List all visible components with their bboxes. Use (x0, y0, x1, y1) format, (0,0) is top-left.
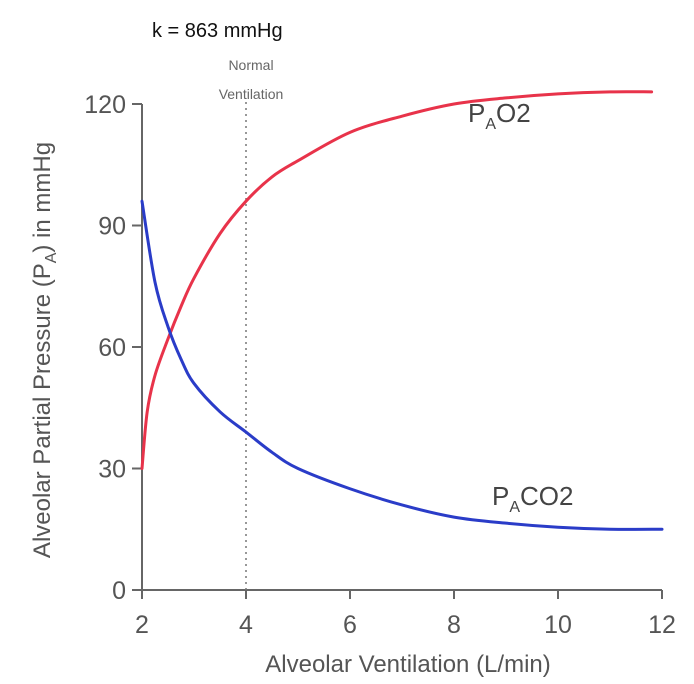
paco2-curve (140, 199, 664, 531)
y-axis-title: Alveolar Partial Pressure (PA) in mmHg (29, 142, 60, 558)
x-tick-label: 6 (343, 611, 357, 639)
paco2-label-end: CO2 (520, 481, 573, 511)
y-tick-label: 60 (98, 334, 126, 362)
x-tick-label: 10 (544, 611, 572, 639)
reference-label-line1: Normal (228, 57, 273, 73)
y-axis-title-part2: ) in mmHg (29, 142, 56, 253)
x-ticks: 2 4 6 8 10 12 (135, 590, 676, 639)
pao2-label: PAO2 (468, 98, 531, 133)
y-tick-label: 30 (98, 456, 126, 484)
paco2-label-main: P (492, 481, 509, 511)
x-tick-label: 8 (447, 611, 461, 639)
x-tick-label: 4 (239, 611, 253, 639)
pao2-curve (140, 90, 654, 470)
paco2-label-sub: A (509, 499, 520, 516)
k-annotation: k = 863 mmHg (152, 20, 283, 42)
reference-label-line2: Ventilation (219, 86, 284, 102)
y-tick-label: 0 (112, 577, 126, 605)
x-tick-label: 12 (648, 611, 676, 639)
x-tick-label: 2 (135, 611, 149, 639)
pao2-label-sub: A (485, 116, 496, 133)
pao2-label-end: O2 (496, 98, 531, 128)
series-group (140, 90, 664, 531)
y-axis-title-part1: Alveolar Partial Pressure (P (29, 263, 56, 558)
x-axis-title: Alveolar Ventilation (L/min) (265, 651, 550, 678)
y-ticks: 0 30 60 90 120 (84, 91, 142, 605)
paco2-label: PACO2 (492, 481, 573, 516)
pao2-label-main: P (468, 98, 485, 128)
y-axis-title-subscript: A (43, 252, 60, 263)
y-tick-label: 120 (84, 91, 126, 119)
y-tick-label: 90 (98, 213, 126, 241)
